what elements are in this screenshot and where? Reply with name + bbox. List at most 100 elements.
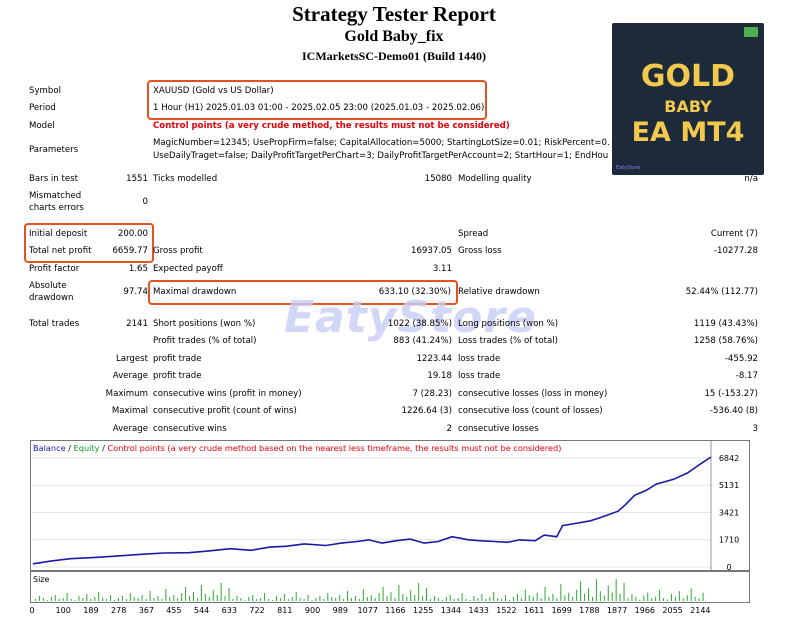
rel-drawdown-label: Relative drawdown [458, 287, 540, 297]
volume-bar [204, 594, 206, 601]
y-tick-label: 5131 [719, 481, 739, 490]
volume-bar [402, 594, 404, 601]
net-profit-label: Total net profit [29, 246, 92, 256]
quality-value: n/a [744, 174, 758, 184]
volume-bar [224, 596, 226, 601]
volume-panel [30, 571, 750, 603]
volume-bar [216, 595, 218, 601]
volume-bar [74, 600, 76, 601]
volume-bar [576, 589, 578, 601]
profit-trades-value: 883 (41.24%) [393, 336, 452, 346]
volume-bar [110, 595, 112, 601]
volume-bar [556, 598, 558, 601]
symbol-period-highlight [147, 80, 487, 120]
model-value: Control points (a very crude method, the… [153, 121, 510, 131]
report-title: Strategy Tester Report [292, 2, 496, 26]
volume-bar [449, 595, 451, 601]
volume-bar [173, 595, 175, 601]
bars-value: 1551 [126, 174, 148, 184]
x-tick-label: 455 [166, 606, 181, 615]
volume-bar [260, 598, 262, 601]
volume-bar [485, 599, 487, 601]
volume-bar [268, 599, 270, 601]
volume-bar [540, 598, 542, 601]
volume-bar [331, 597, 333, 601]
volume-bar [572, 596, 574, 601]
volume-bar [82, 598, 84, 601]
volume-bar [185, 587, 187, 601]
volume-bar [473, 596, 475, 601]
volume-bar [125, 599, 127, 601]
volume-bar [196, 598, 198, 601]
volume-bar [315, 598, 317, 601]
volume-bar [493, 592, 495, 601]
y-tick-label: 6842 [719, 454, 739, 463]
volume-bar [430, 599, 431, 601]
volume-bar [690, 588, 692, 601]
volume-bar [106, 599, 108, 601]
volume-bar [643, 595, 645, 601]
volume-bar [414, 595, 416, 601]
x-tick-label: 544 [194, 606, 209, 615]
volume-bar [560, 584, 562, 601]
x-tick-label: 1877 [607, 606, 627, 615]
x-tick-label: 811 [277, 606, 292, 615]
volume-bar [398, 585, 400, 601]
x-tick-label: 722 [249, 606, 264, 615]
expected-payoff-value: 3.11 [432, 264, 452, 274]
volume-bar [98, 592, 100, 601]
volume-bar [615, 579, 617, 601]
volume-chart [35, 579, 704, 601]
volume-bar [252, 595, 254, 601]
x-tick-label: 1522 [496, 606, 516, 615]
volume-bar [327, 593, 329, 601]
volume-bar [295, 592, 297, 601]
volume-bar [552, 594, 554, 601]
x-tick-label: 100 [56, 606, 71, 615]
largest-profit-value: 1223.44 [416, 354, 452, 364]
volume-bar [94, 597, 96, 601]
deposit-label: Initial deposit [29, 229, 88, 239]
x-tick-label: 278 [111, 606, 126, 615]
volume-bar [418, 583, 420, 601]
badge-line-2: BABY [664, 97, 712, 116]
symbol-label: Symbol [29, 86, 62, 96]
gross-profit-label: Gross profit [153, 246, 203, 256]
volume-bar [149, 591, 151, 601]
short-positions-label: Short positions (won %) [153, 319, 256, 329]
volume-bar [497, 598, 499, 601]
volume-bar [548, 596, 550, 601]
volume-bar [505, 595, 507, 601]
volume-bar [516, 594, 518, 601]
volume-bar [141, 595, 143, 601]
net-profit-value: 6659.77 [112, 246, 148, 256]
badge-line-3: EA MT4 [631, 117, 745, 148]
chart-legend: Balance / Equity / Control points (a ver… [33, 443, 561, 453]
x-tick-label: 1699 [551, 606, 571, 615]
abs-drawdown-label-1: Absolute [29, 281, 67, 291]
average-consec-label: Average [112, 424, 148, 434]
avg-consec-losses-value: 3 [752, 424, 758, 434]
largest-profit-label: profit trade [153, 354, 202, 364]
spread-value: Current (7) [710, 229, 758, 239]
volume-bar [501, 599, 503, 601]
x-tick-label: 2144 [690, 606, 710, 615]
x-axis: 0 100 189 278 367 455 544 633 722 811 900 989 1077 11… [29, 606, 710, 615]
volume-bar [299, 598, 301, 601]
badge-corner-icon [744, 27, 758, 37]
x-tick-label: 1788 [579, 606, 599, 615]
volume-bar [66, 593, 68, 601]
volume-bar [347, 591, 349, 601]
volume-bar [655, 596, 657, 601]
volume-bar [382, 587, 384, 601]
volume-bar [90, 599, 92, 601]
volume-bar [137, 598, 139, 601]
gross-loss-label: Gross loss [458, 246, 502, 256]
volume-bar [678, 591, 680, 601]
volume-bar [339, 595, 341, 601]
x-tick-label: 367 [139, 606, 154, 615]
volume-bar [42, 598, 44, 601]
volume-bar [603, 595, 605, 601]
gross-profit-value: 16937.05 [410, 246, 452, 256]
volume-bar [248, 597, 250, 601]
